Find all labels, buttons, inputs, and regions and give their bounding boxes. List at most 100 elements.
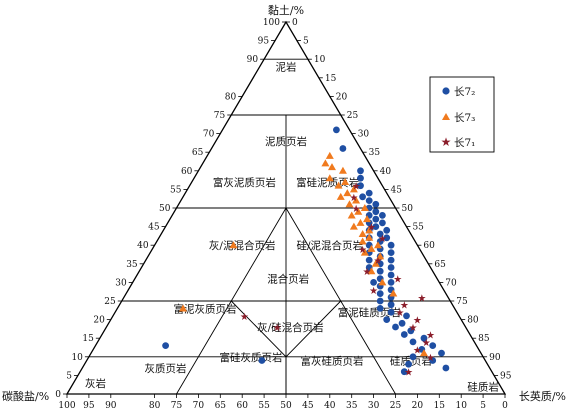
data-point-c72 — [387, 249, 395, 256]
data-point-c71: ★ — [413, 316, 422, 327]
bottom-tick-label: 0 — [502, 401, 508, 411]
right-tick-label: 90 — [489, 353, 501, 363]
data-point-c73 — [334, 181, 343, 189]
data-point-c73 — [349, 222, 358, 230]
data-point-c73 — [352, 196, 361, 204]
data-point-c72 — [409, 338, 417, 346]
region-label-9: 富泥硅质页岩 — [338, 306, 401, 319]
left-tick-label: 95 — [258, 37, 270, 47]
data-point-c73 — [179, 304, 188, 312]
bottom-tick-label: 20 — [412, 401, 424, 411]
data-point-c73 — [360, 248, 369, 256]
data-point-c72 — [387, 241, 395, 249]
left-tick-label: 0 — [55, 390, 61, 400]
data-point-c72 — [372, 200, 380, 208]
data-point-c73 — [343, 189, 352, 197]
data-point-c72 — [376, 267, 384, 275]
region-label-11: 富硅灰质页岩 — [219, 351, 282, 364]
right-tick-label: 25 — [347, 111, 359, 121]
data-point-c73 — [365, 233, 374, 241]
data-point-c71: ★ — [349, 193, 358, 204]
data-point-c71: ★ — [358, 245, 367, 256]
region-label-5: 硅/泥混合页岩 — [297, 239, 364, 252]
data-point-c73 — [345, 200, 354, 208]
data-point-c72 — [405, 360, 412, 368]
data-point-c73 — [347, 211, 356, 219]
region-label-1: 泥质页岩 — [265, 135, 307, 148]
data-point-c71: ★ — [374, 256, 383, 267]
data-point-c72 — [387, 256, 395, 264]
data-point-c72 — [376, 305, 384, 312]
bottom-tick-label: 30 — [368, 401, 380, 411]
bottom-tick-label: 50 — [280, 401, 292, 411]
bottom-tick-label: 75 — [171, 401, 183, 411]
right-tick-label: 20 — [336, 92, 348, 102]
data-point-c72 — [383, 226, 391, 234]
data-point-c72 — [162, 342, 170, 349]
bottom-tick-label: 40 — [324, 401, 336, 411]
right-tick-label: 30 — [358, 130, 370, 140]
data-point-c73 — [367, 244, 376, 252]
region-label-14: 灰岩 — [85, 377, 106, 390]
data-point-c72 — [359, 193, 366, 201]
bottom-tick-label: 55 — [258, 401, 270, 411]
left-tick-label: 15 — [82, 334, 94, 344]
left-tick-label: 80 — [225, 92, 237, 102]
data-point-c72 — [409, 353, 417, 361]
data-point-c72 — [407, 327, 415, 335]
data-point-c72 — [429, 342, 437, 349]
data-point-c73 — [378, 278, 387, 286]
data-point-c73 — [371, 259, 380, 267]
data-point-c73 — [321, 159, 330, 167]
data-point-c72 — [333, 126, 340, 134]
data-point-c73 — [356, 218, 365, 226]
data-point-c72 — [357, 182, 364, 190]
data-point-c73 — [419, 349, 428, 357]
axis-title-clay: 黏土/% — [268, 3, 304, 17]
right-tick-label: 5 — [303, 37, 309, 47]
data-point-c73 — [341, 177, 350, 185]
data-point-c73 — [229, 241, 238, 249]
bottom-tick-label: 80 — [149, 401, 161, 411]
data-point-c73 — [354, 207, 363, 215]
data-point-c71: ★ — [400, 301, 409, 312]
data-point-c72 — [387, 264, 395, 271]
data-point-c72 — [365, 197, 373, 205]
data-point-c73 — [373, 241, 382, 249]
data-point-c73 — [338, 166, 347, 174]
data-point-c72 — [376, 230, 384, 238]
bottom-tick-label: 10 — [455, 401, 467, 411]
bottom-tick-label: 65 — [215, 401, 227, 411]
data-point-c72 — [365, 256, 373, 264]
right-tick-label: 60 — [423, 241, 435, 251]
bottom-tick-label: 35 — [346, 401, 358, 411]
right-tick-label: 0 — [292, 18, 298, 28]
data-point-c72 — [387, 271, 395, 279]
data-point-c72 — [429, 357, 437, 364]
data-point-c73 — [325, 174, 334, 182]
right-tick-label: 70 — [445, 278, 457, 288]
data-point-c72 — [398, 319, 406, 327]
region-label-0: 泥岩 — [276, 61, 297, 74]
data-point-c72 — [387, 301, 395, 309]
boundary-line-7 — [285, 207, 342, 302]
left-tick-label: 30 — [115, 278, 127, 288]
legend-marker-c72 — [442, 87, 450, 95]
boundary-line-10 — [176, 300, 232, 395]
data-point-c73 — [367, 267, 376, 275]
right-tick-label: 55 — [412, 223, 424, 233]
bottom-tick-label: 100 — [58, 401, 75, 411]
data-point-c72 — [376, 290, 384, 297]
data-point-c72 — [258, 357, 266, 364]
left-tick-label: 45 — [148, 223, 160, 233]
boundary-line-12 — [230, 300, 287, 358]
data-point-c71: ★ — [240, 312, 249, 323]
data-point-c72 — [379, 212, 386, 219]
data-point-c72 — [392, 323, 399, 331]
data-point-c72 — [370, 279, 377, 286]
data-point-c73 — [336, 192, 345, 200]
right-tick-label: 10 — [314, 55, 326, 65]
data-point-c72 — [357, 174, 364, 182]
bottom-tick-label: 45 — [302, 401, 314, 411]
data-point-c72 — [438, 349, 445, 357]
